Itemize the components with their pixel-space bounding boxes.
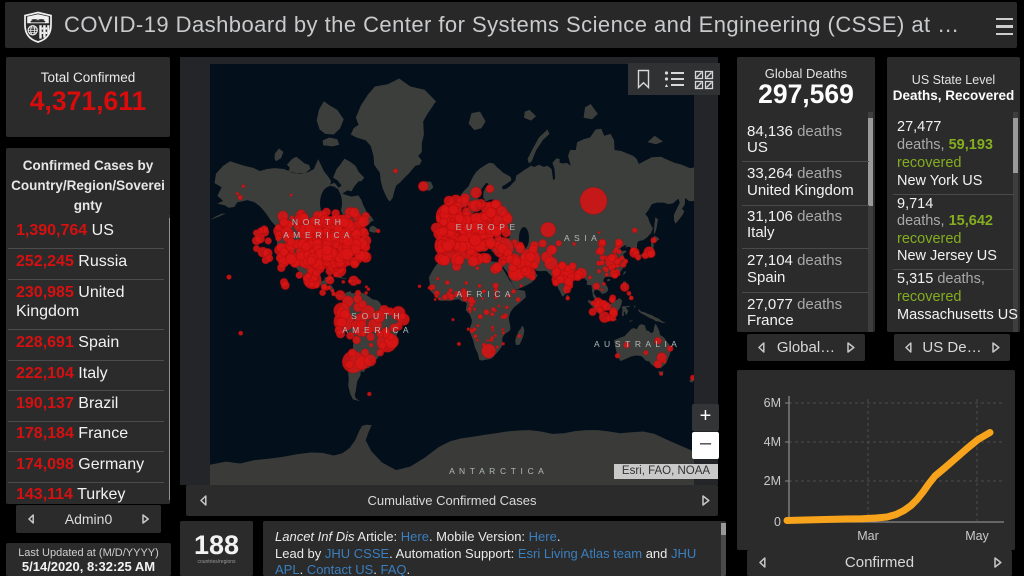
svg-text:E U R O P E: E U R O P E xyxy=(456,222,517,232)
svg-text:A M E R I C A: A M E R I C A xyxy=(283,230,351,240)
svg-text:Mar: Mar xyxy=(857,529,879,543)
svg-text:A N T A R C T I C A: A N T A R C T I C A xyxy=(449,466,545,476)
svg-text:A F R I C A: A F R I C A xyxy=(456,289,511,299)
svg-text:0: 0 xyxy=(774,515,781,529)
svg-text:S O U T H: S O U T H xyxy=(351,311,401,321)
svg-text:N O R T H: N O R T H xyxy=(292,217,342,227)
svg-text:2M: 2M xyxy=(764,474,781,488)
svg-text:6M: 6M xyxy=(764,396,781,410)
svg-text:A S I A: A S I A xyxy=(564,233,598,243)
svg-text:A M E R I C A: A M E R I C A xyxy=(342,325,410,335)
svg-text:4M: 4M xyxy=(764,435,781,449)
svg-text:May: May xyxy=(965,529,989,543)
svg-text:A U S T R A L I A: A U S T R A L I A xyxy=(594,339,678,349)
